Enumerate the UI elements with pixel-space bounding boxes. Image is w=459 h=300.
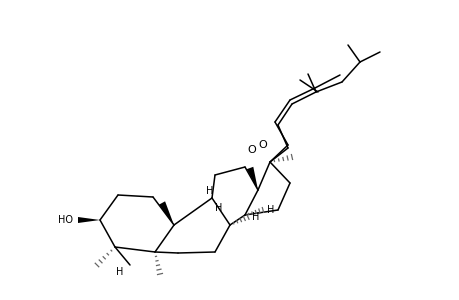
Polygon shape: [158, 201, 174, 225]
Text: H: H: [206, 186, 213, 196]
Text: H: H: [116, 267, 123, 277]
Text: H: H: [214, 203, 222, 213]
Text: H: H: [252, 212, 259, 222]
Text: O: O: [258, 140, 267, 150]
Polygon shape: [246, 167, 257, 190]
Text: H: H: [266, 205, 274, 215]
Polygon shape: [78, 217, 100, 223]
Text: O: O: [247, 145, 256, 155]
Text: HO: HO: [58, 215, 73, 225]
